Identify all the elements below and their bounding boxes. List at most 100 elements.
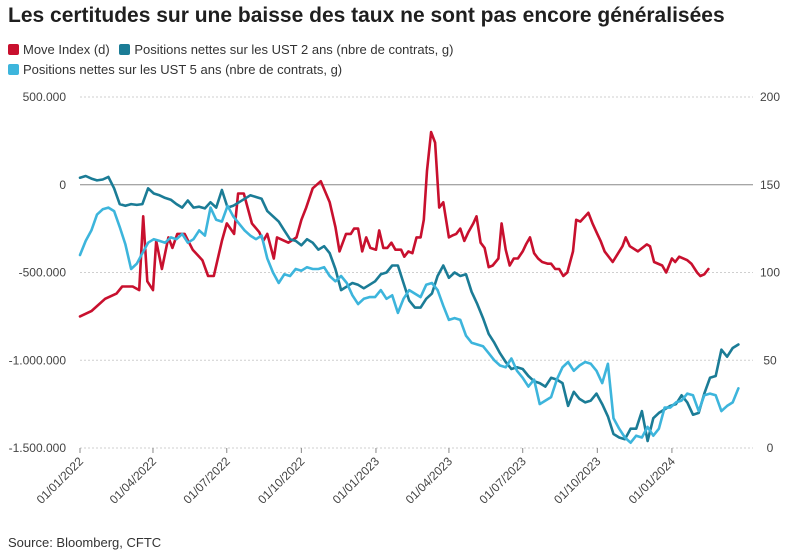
series-0-point [572,250,574,253]
series-2-point [731,401,734,404]
series-2-point [130,268,132,270]
series-2-point [374,296,376,298]
series-2-point [618,427,620,430]
series-2-point [556,378,558,381]
series-1-point [635,427,637,430]
series-2-point [351,294,354,297]
x-tick-label: 01/04/2022 [107,454,160,507]
series-1-point [641,410,643,412]
series-2-point [567,361,569,363]
series-2-point [187,241,189,244]
series-1-point [181,206,183,209]
series-0-point [121,285,123,288]
series-0-point [328,201,331,204]
series-1-point [391,264,394,267]
series-0-point [671,257,673,260]
series-1-point [351,282,354,284]
series-0-point [176,233,179,235]
series-1-point [692,413,694,416]
y-left-tick-label: 500.000 [23,90,67,104]
series-2-point [703,394,706,397]
series-0-point [690,262,693,265]
legend-item-ust2[interactable]: Positions nettes sur les UST 2 ans (nbre… [119,40,453,59]
series-1-point [300,244,303,247]
series-0-point [624,236,627,239]
series-2-point [612,417,615,420]
series-1-point [317,248,320,251]
series-1-point [607,415,609,418]
series-2-point [584,361,586,363]
series-2-point [533,378,535,381]
series-2-point [107,206,110,209]
legend-item-move[interactable]: Move Index (d) [8,40,110,59]
series-1-point [153,192,155,195]
series-0-point [661,264,663,267]
series-1-point [521,368,524,370]
series-1-point [266,210,269,212]
series-2-point [521,377,524,379]
series-1-point [90,177,93,180]
series-2-point [499,364,501,367]
series-0-point [276,236,278,239]
legend-label-ust5: Positions nettes sur les UST 5 ans (nbre… [23,62,343,77]
series-1-point [255,196,257,198]
series-0-point [400,248,402,251]
series-1-point [363,287,365,290]
series-2-point [311,268,314,270]
series-2-point [147,241,149,244]
series-0-point [273,257,275,260]
series-2-point [629,441,632,444]
series-2-point [215,219,217,221]
series-2-point [340,275,342,277]
series-2-point [164,241,166,244]
series-0-point [646,243,648,246]
series-1-point [425,298,428,300]
legend-item-ust5[interactable]: Positions nettes sur les UST 5 ans (nbre… [8,60,342,79]
series-0-point [226,222,228,225]
series-1-point [731,347,734,349]
series-0-point [554,268,556,270]
series-0-point [566,271,569,274]
series-0-point [423,219,425,221]
series-1-point [238,201,240,204]
series-1-point [306,238,308,240]
series-1-point [544,385,547,388]
series-0-point [596,233,599,235]
x-tick-label: 01/01/2023 [330,454,383,507]
series-2-point [294,268,297,270]
series-2-point [124,243,127,246]
series-1-point [385,271,388,274]
series-2-point [277,282,280,284]
series-2-point [595,370,598,372]
series-1-point [487,333,490,335]
series-0-point [525,243,527,246]
series-1-point [493,341,496,344]
series-2-point [300,269,303,272]
series-2-point [204,234,206,237]
series-1-point [709,377,711,379]
series-0-point [350,233,352,235]
series-1-point [504,361,507,363]
series-2-point [538,403,541,405]
series-0-point [696,271,698,274]
series-0-point [104,298,106,300]
series-0-point [434,141,436,144]
series-1-point [209,201,212,204]
series-2-point [641,436,643,439]
series-2-point [720,410,723,412]
series-1-point [720,348,723,351]
x-tick-label: 01/10/2023 [551,454,604,507]
series-0-point [442,201,445,204]
series-0-point [550,262,552,265]
series-0-point [115,292,118,295]
series-1-point [436,275,439,277]
series-0-point [201,259,204,262]
series-2-point [561,366,564,369]
series-2-point [289,275,291,277]
series-0-point [455,233,458,235]
series-0-point [382,247,385,249]
series-0-point [365,236,368,239]
series-0-point [475,215,478,218]
y-right-tick-label: 50 [763,353,777,367]
